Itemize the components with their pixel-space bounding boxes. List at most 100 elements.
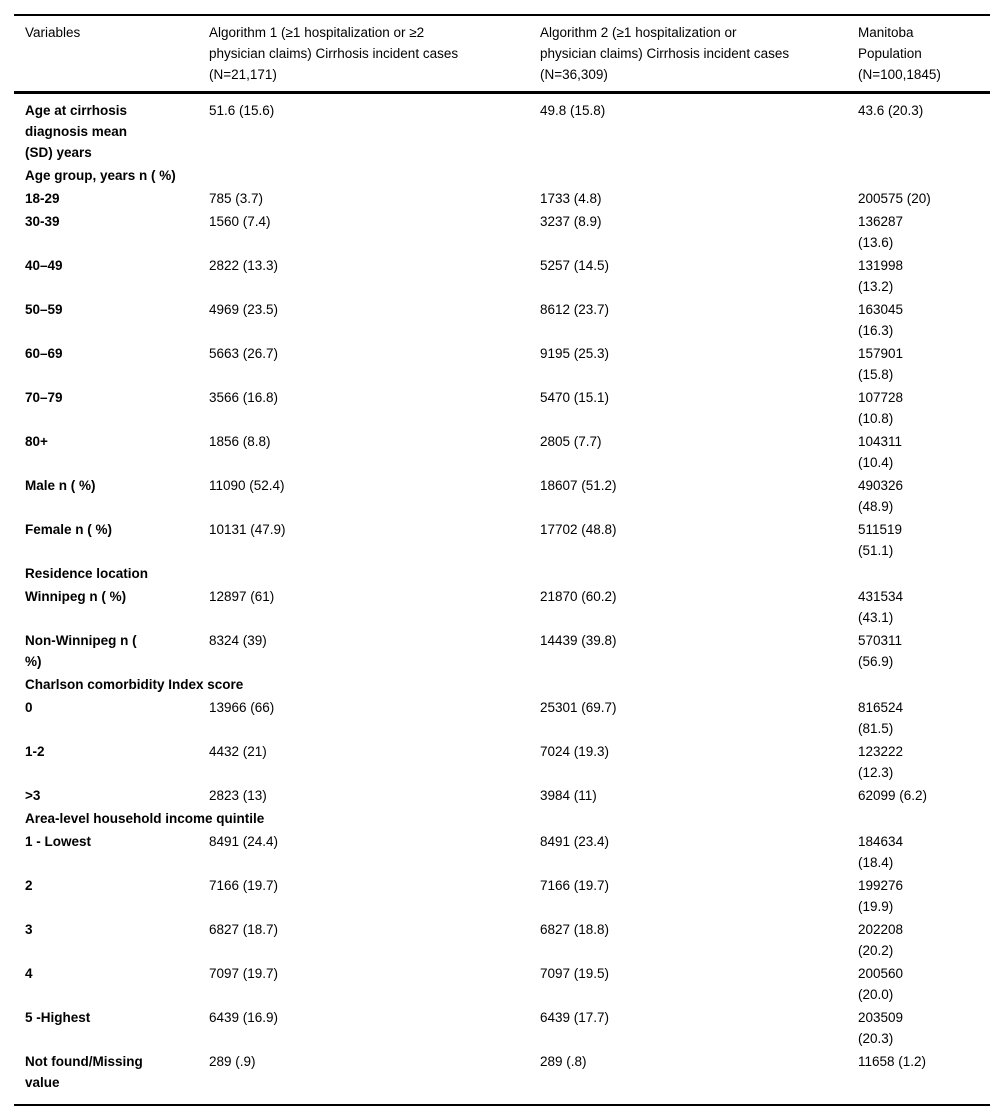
table-row: Female n ( %) 10131 (47.9) 17702 (48.8) 511… xyxy=(14,519,990,563)
table-row: 50–59 4969 (23.5) 8612 (23.7) 163045 (16.3) xyxy=(14,299,990,343)
table-row: 2 7166 (19.7) 7166 (19.7) 199276 (19.9) xyxy=(14,875,990,919)
algorithm1-value: 1560 (7.4) xyxy=(209,214,271,229)
algorithm2-value: 14439 (39.8) xyxy=(540,633,617,648)
row-label: 4 xyxy=(25,966,33,981)
manitoba-value: 107728 (10.8) xyxy=(858,390,904,426)
column-header-algorithm2: Algorithm 2 (≥1 hospitalization or physi… xyxy=(540,25,790,82)
row-label: 1-2 xyxy=(25,744,45,759)
table-row: 3 6827 (18.7) 6827 (18.8) 202208 (20.2) xyxy=(14,919,990,963)
algorithm2-value: 2805 (7.7) xyxy=(540,434,602,449)
algorithm1-value: 3566 (16.8) xyxy=(209,390,279,405)
row-label: Winnipeg n ( %) xyxy=(25,589,127,604)
table-row: 30-39 1560 (7.4) 3237 (8.9) 136287 (13.6) xyxy=(14,211,990,255)
table-body: Age at cirrhosis diagnosis mean (SD) yea… xyxy=(14,94,990,1104)
algorithm1-value: 2823 (13) xyxy=(209,788,267,803)
algorithm2-value: 17702 (48.8) xyxy=(540,522,617,537)
row-label: 5 -Highest xyxy=(25,1010,91,1025)
table-row: >3 2823 (13) 3984 (11) 62099 (6.2) xyxy=(14,785,990,808)
algorithm2-value: 8612 (23.7) xyxy=(540,302,610,317)
manitoba-value: 104311 (10.4) xyxy=(858,434,903,470)
algorithm2-value: 3237 (8.9) xyxy=(540,214,602,229)
table-row: 70–79 3566 (16.8) 5470 (15.1) 107728 (10.8) xyxy=(14,387,990,431)
algorithm1-value: 289 (.9) xyxy=(209,1054,256,1069)
manitoba-value: 43.6 (20.3) xyxy=(858,103,924,118)
section-header-row: Charlson comorbidity Index score xyxy=(14,674,990,697)
table-row: 60–69 5663 (26.7) 9195 (25.3) 157901 (15.8) xyxy=(14,343,990,387)
column-header-algorithm1: Algorithm 1 (≥1 hospitalization or ≥2 ph… xyxy=(209,25,459,82)
manitoba-value: 11658 (1.2) xyxy=(858,1054,927,1069)
section-label: Residence location xyxy=(25,566,149,581)
section-header-row: Area-level household income quintile xyxy=(14,808,990,831)
algorithm1-value: 4969 (23.5) xyxy=(209,302,279,317)
algorithm2-value: 18607 (51.2) xyxy=(540,478,617,493)
algorithm1-value: 1856 (8.8) xyxy=(209,434,271,449)
algorithm1-value: 8491 (24.4) xyxy=(209,834,279,849)
row-label: Not found/Missing value xyxy=(25,1054,143,1090)
row-label: 3 xyxy=(25,922,33,937)
section-header-row: Residence location xyxy=(14,563,990,586)
row-label: 60–69 xyxy=(25,346,63,361)
table-row: Age at cirrhosis diagnosis mean (SD) yea… xyxy=(14,100,990,165)
algorithm1-value: 12897 (61) xyxy=(209,589,275,604)
manitoba-value: 199276 (19.9) xyxy=(858,878,904,914)
table-row: 1 - Lowest 8491 (24.4) 8491 (23.4) 184634 (… xyxy=(14,831,990,875)
algorithm1-value: 5663 (26.7) xyxy=(209,346,279,361)
algorithm1-value: 7097 (19.7) xyxy=(209,966,279,981)
section-label: Charlson comorbidity Index score xyxy=(25,677,244,692)
manitoba-value: 431534 (43.1) xyxy=(858,589,904,625)
manitoba-value: 62099 (6.2) xyxy=(858,788,928,803)
algorithm2-value: 21870 (60.2) xyxy=(540,589,617,604)
manitoba-value: 123222 (12.3) xyxy=(858,744,904,780)
algorithm1-value: 11090 (52.4) xyxy=(209,478,285,493)
manitoba-value: 490326 (48.9) xyxy=(858,478,904,514)
manitoba-value: 570311 (56.9) xyxy=(858,633,903,669)
algorithm1-value: 7166 (19.7) xyxy=(209,878,279,893)
manitoba-value: 136287 (13.6) xyxy=(858,214,904,250)
manitoba-value: 203509 (20.3) xyxy=(858,1010,904,1046)
table-row: Not found/Missing value 289 (.9) 289 (.8) 1… xyxy=(14,1051,990,1095)
manitoba-value: 163045 (16.3) xyxy=(858,302,904,338)
table-row: 0 13966 (66) 25301 (69.7) 816524 (81.5) xyxy=(14,697,990,741)
manitoba-value: 511519 (51.1) xyxy=(858,522,903,558)
row-label: 1 - Lowest xyxy=(25,834,92,849)
row-label: 50–59 xyxy=(25,302,63,317)
manitoba-value: 200575 (20) xyxy=(858,191,931,206)
row-label: 18-29 xyxy=(25,191,60,206)
algorithm2-value: 8491 (23.4) xyxy=(540,834,610,849)
row-label: >3 xyxy=(25,788,41,803)
algorithm1-value: 8324 (39) xyxy=(209,633,267,648)
algorithm2-value: 49.8 (15.8) xyxy=(540,103,606,118)
row-label: 0 xyxy=(25,700,33,715)
row-label: 80+ xyxy=(25,434,48,449)
algorithm2-value: 9195 (25.3) xyxy=(540,346,610,361)
row-label: 2 xyxy=(25,878,33,893)
section-label: Age group, years n ( %) xyxy=(25,168,176,183)
section-header-row: Age group, years n ( %) xyxy=(14,165,990,188)
algorithm1-value: 51.6 (15.6) xyxy=(209,103,275,118)
table-row: 4 7097 (19.7) 7097 (19.5) 200560 (20.0) xyxy=(14,963,990,1007)
manitoba-value: 816524 (81.5) xyxy=(858,700,904,736)
column-header-variables: Variables xyxy=(25,25,81,40)
algorithm1-value: 2822 (13.3) xyxy=(209,258,279,273)
row-label: Age at cirrhosis diagnosis mean (SD) yea… xyxy=(25,103,128,160)
algorithm2-value: 7097 (19.5) xyxy=(540,966,610,981)
algorithm1-value: 10131 (47.9) xyxy=(209,522,286,537)
manitoba-value: 184634 (18.4) xyxy=(858,834,904,870)
algorithm2-value: 1733 (4.8) xyxy=(540,191,602,206)
row-label: 30-39 xyxy=(25,214,60,229)
algorithm2-value: 3984 (11) xyxy=(540,788,597,803)
column-header-manitoba-population: Manitoba Population (N=100,1845) xyxy=(858,25,941,82)
manitoba-value: 157901 (15.8) xyxy=(858,346,904,382)
table-row: 40–49 2822 (13.3) 5257 (14.5) 131998 (13.2) xyxy=(14,255,990,299)
algorithm2-value: 6439 (17.7) xyxy=(540,1010,610,1025)
manitoba-value: 200560 (20.0) xyxy=(858,966,904,1002)
table-row: Winnipeg n ( %) 12897 (61) 21870 (60.2) 431… xyxy=(14,586,990,630)
algorithm2-value: 6827 (18.8) xyxy=(540,922,610,937)
algorithm1-value: 13966 (66) xyxy=(209,700,275,715)
section-label: Area-level household income quintile xyxy=(25,811,265,826)
row-label: 40–49 xyxy=(25,258,63,273)
algorithm1-value: 6827 (18.7) xyxy=(209,922,279,937)
algorithm2-value: 5257 (14.5) xyxy=(540,258,610,273)
algorithm2-value: 289 (.8) xyxy=(540,1054,587,1069)
